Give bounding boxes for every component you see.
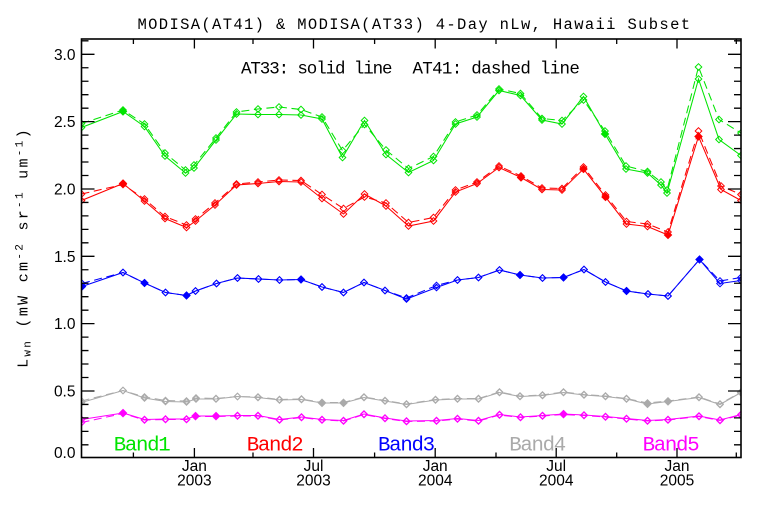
svg-text:2.0: 2.0 [54, 182, 76, 199]
svg-text:AT33: solid line: AT33: solid line [241, 59, 392, 79]
svg-text:Band2: Band2 [247, 435, 303, 458]
svg-text:3.0: 3.0 [54, 47, 76, 64]
svg-text:2004: 2004 [539, 473, 574, 490]
svg-text:2005: 2005 [660, 473, 694, 490]
svg-text:0.5: 0.5 [54, 384, 76, 401]
svg-text:Jan: Jan [182, 458, 207, 475]
svg-text:Band3: Band3 [378, 435, 435, 458]
svg-text:2004: 2004 [418, 473, 453, 490]
svg-text:2003: 2003 [177, 473, 211, 490]
svg-text:Jul: Jul [304, 458, 324, 475]
svg-text:Lwn (mW cm-2 sr-1 um-1): Lwn (mW cm-2 sr-1 um-1) [15, 127, 35, 368]
svg-text:Jan: Jan [423, 458, 448, 475]
svg-text:Band4: Band4 [509, 435, 566, 458]
svg-text:1.0: 1.0 [54, 316, 76, 333]
svg-text:0.0: 0.0 [54, 445, 76, 462]
svg-text:2003: 2003 [296, 473, 330, 490]
svg-text:AT41: dashed line: AT41: dashed line [413, 59, 580, 79]
svg-text:Jul: Jul [546, 458, 566, 475]
svg-text:Jan: Jan [665, 458, 690, 475]
svg-text:1.5: 1.5 [54, 249, 76, 266]
svg-text:MODISA(AT41) & MODISA(AT33) 4-: MODISA(AT41) & MODISA(AT33) 4-Day nLw, H… [138, 16, 692, 34]
svg-text:2.5: 2.5 [54, 114, 76, 131]
svg-text:Band1: Band1 [114, 435, 171, 458]
svg-text:Band5: Band5 [643, 435, 700, 458]
